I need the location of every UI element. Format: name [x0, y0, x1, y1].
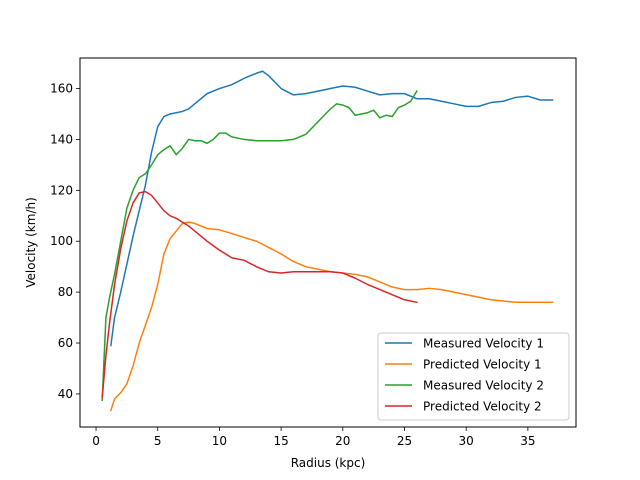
series-line-1 — [110, 70, 554, 347]
legend-box — [377, 332, 570, 421]
x-tick-label: 10 — [212, 434, 227, 448]
series-line-3 — [101, 90, 418, 402]
plot-frame — [79, 57, 577, 428]
legend-label-3: Measured Velocity 2 — [423, 379, 544, 393]
y-tick-label: 140 — [50, 132, 73, 146]
y-tick-label: 60 — [58, 336, 73, 350]
x-axis-ticks: 0 5 10 15 20 25 30 35 — [92, 427, 536, 448]
x-tick-label: 5 — [154, 434, 162, 448]
y-axis-ticks: 40 60 80 100 120 140 160 — [50, 82, 80, 401]
series-line-2 — [109, 221, 554, 412]
x-tick-label: 25 — [397, 434, 412, 448]
x-tick-label: 30 — [459, 434, 474, 448]
x-tick-label: 0 — [92, 434, 100, 448]
y-tick-label: 40 — [58, 387, 73, 401]
y-tick-label: 120 — [50, 183, 73, 197]
x-tick-label: 20 — [335, 434, 350, 448]
x-axis-label: Radius (kpc) — [291, 456, 366, 470]
x-tick-label: 35 — [520, 434, 535, 448]
legend-label-2: Predicted Velocity 1 — [423, 358, 542, 372]
y-tick-label: 80 — [58, 285, 73, 299]
plot-lines — [101, 70, 554, 412]
series-line-4 — [101, 190, 418, 399]
y-axis-label: Velocity (km/h) — [24, 197, 38, 288]
legend: Measured Velocity 1 Predicted Velocity 1 M… — [377, 332, 570, 421]
y-tick-label: 100 — [50, 234, 73, 248]
legend-label-4: Predicted Velocity 2 — [423, 400, 542, 414]
y-tick-label: 160 — [50, 82, 73, 96]
x-tick-label: 15 — [273, 434, 288, 448]
legend-label-1: Measured Velocity 1 — [423, 337, 544, 351]
